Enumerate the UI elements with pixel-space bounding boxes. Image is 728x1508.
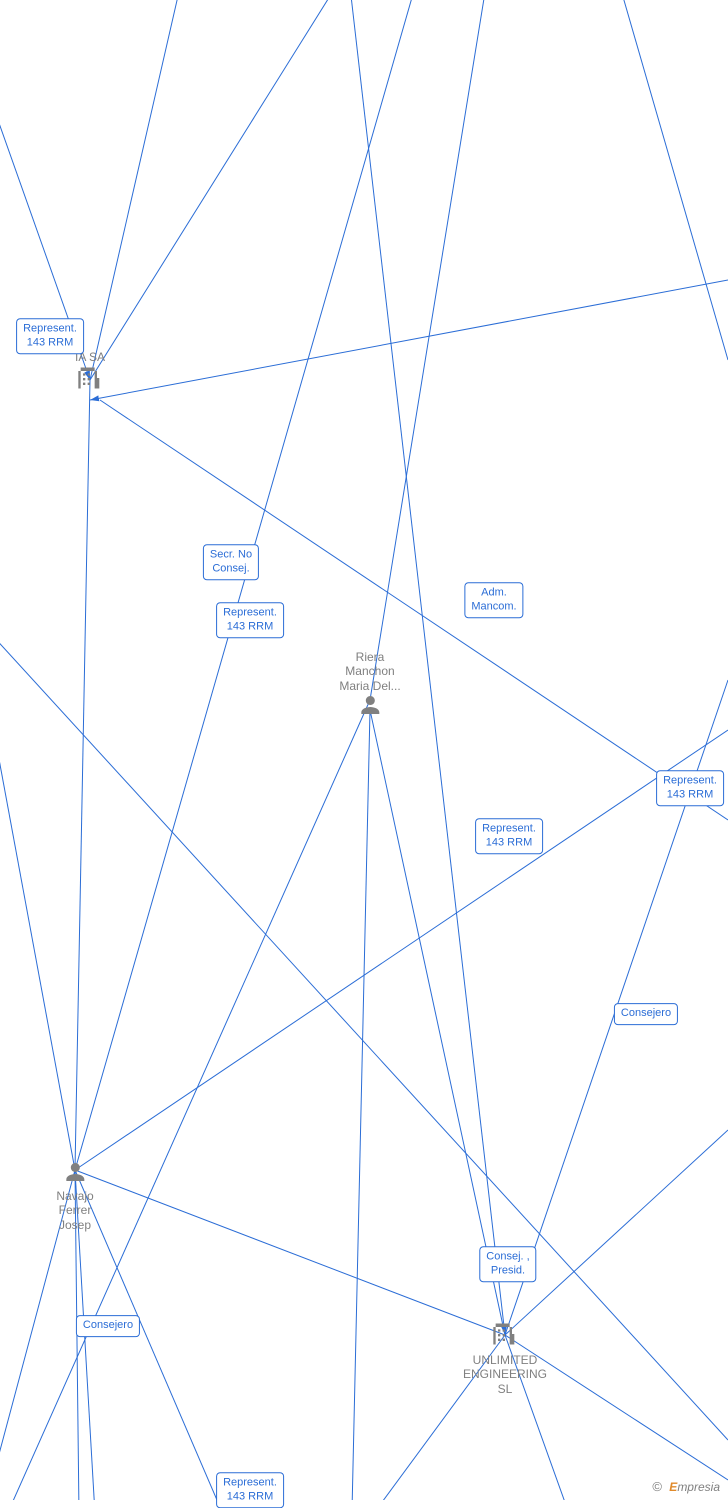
copyright-symbol: © (652, 1479, 662, 1494)
edge-label: Consejero (76, 1315, 140, 1337)
graph-edge (75, 380, 90, 1170)
building-icon (491, 1320, 519, 1348)
graph-edge (350, 710, 370, 1500)
company-node[interactable]: IA SA (75, 350, 105, 397)
graph-edge (90, 0, 390, 380)
person-icon (63, 1160, 87, 1184)
person-node[interactable]: Riera Manchon Maria Del... (339, 650, 400, 722)
building-icon (76, 364, 104, 392)
graph-edge (595, 0, 728, 360)
edge-label: Represent. 143 RRM (216, 1472, 284, 1508)
footer-copyright: © Empresia (652, 1479, 720, 1494)
graph-edge (90, 280, 728, 400)
graph-edge (0, 440, 75, 1170)
graph-edge (75, 730, 728, 1170)
person-icon (358, 693, 382, 717)
edge-label: Consejero (614, 1003, 678, 1025)
edge-label: Represent. 143 RRM (216, 602, 284, 638)
edge-label: Secr. No Consej. (203, 544, 259, 580)
edge-label: Adm. Mancom. (464, 582, 523, 618)
node-label: Navajo Ferrer Josep (56, 1189, 93, 1232)
company-node[interactable]: UNLIMITED ENGINEERING SL (463, 1320, 547, 1396)
graph-edge (75, 0, 440, 1170)
person-node[interactable]: Navajo Ferrer Josep (56, 1160, 93, 1232)
graph-edge (75, 1170, 505, 1335)
graph-edge (90, 0, 200, 380)
node-label: UNLIMITED ENGINEERING SL (463, 1353, 547, 1396)
edge-label: Consej. , Presid. (479, 1246, 536, 1282)
graph-edge (100, 400, 728, 820)
graph-edge (370, 710, 505, 1335)
graph-edge (505, 1130, 728, 1335)
edge-label: Represent. 143 RRM (16, 318, 84, 354)
edges-layer (0, 0, 728, 1500)
node-label: Riera Manchon Maria Del... (339, 650, 400, 693)
edge-label: Represent. 143 RRM (656, 770, 724, 806)
edge-label: Represent. 143 RRM (475, 818, 543, 854)
graph-edge (0, 700, 370, 1500)
brand-rest: mpresia (677, 1480, 720, 1494)
